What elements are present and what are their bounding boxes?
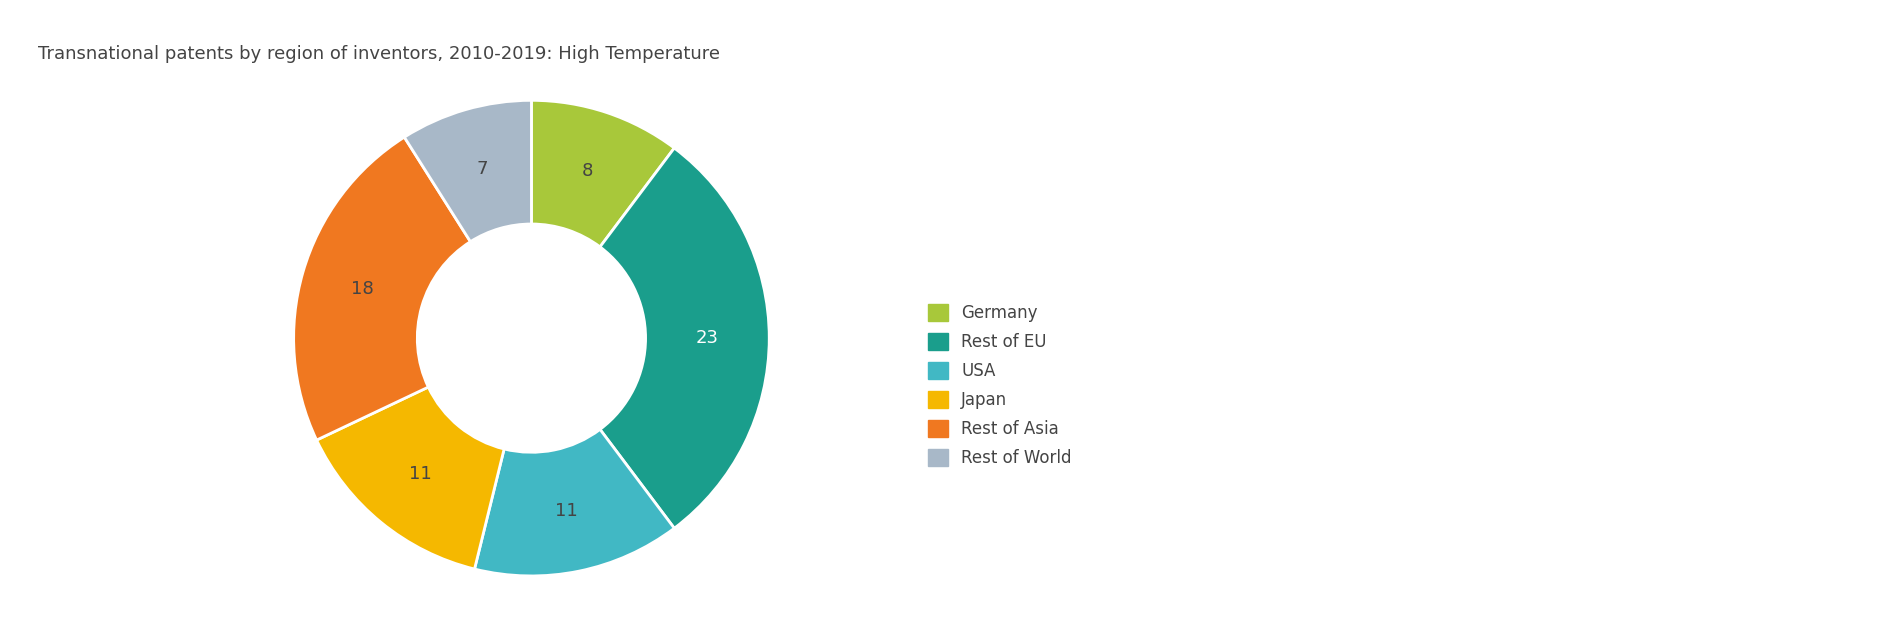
Text: 11: 11: [556, 501, 579, 519]
Text: 8: 8: [581, 162, 592, 180]
Text: 18: 18: [351, 280, 374, 298]
Text: 7: 7: [476, 160, 488, 178]
Wedge shape: [294, 137, 471, 440]
Legend: Germany, Rest of EU, USA, Japan, Rest of Asia, Rest of World: Germany, Rest of EU, USA, Japan, Rest of…: [919, 295, 1080, 475]
Text: Transnational patents by region of inventors, 2010-2019: High Temperature: Transnational patents by region of inven…: [38, 45, 719, 63]
Text: 23: 23: [697, 329, 719, 347]
Text: 11: 11: [408, 466, 431, 484]
Wedge shape: [404, 100, 531, 242]
Wedge shape: [531, 100, 674, 247]
Wedge shape: [474, 429, 674, 576]
Wedge shape: [600, 148, 769, 528]
Wedge shape: [317, 387, 505, 569]
